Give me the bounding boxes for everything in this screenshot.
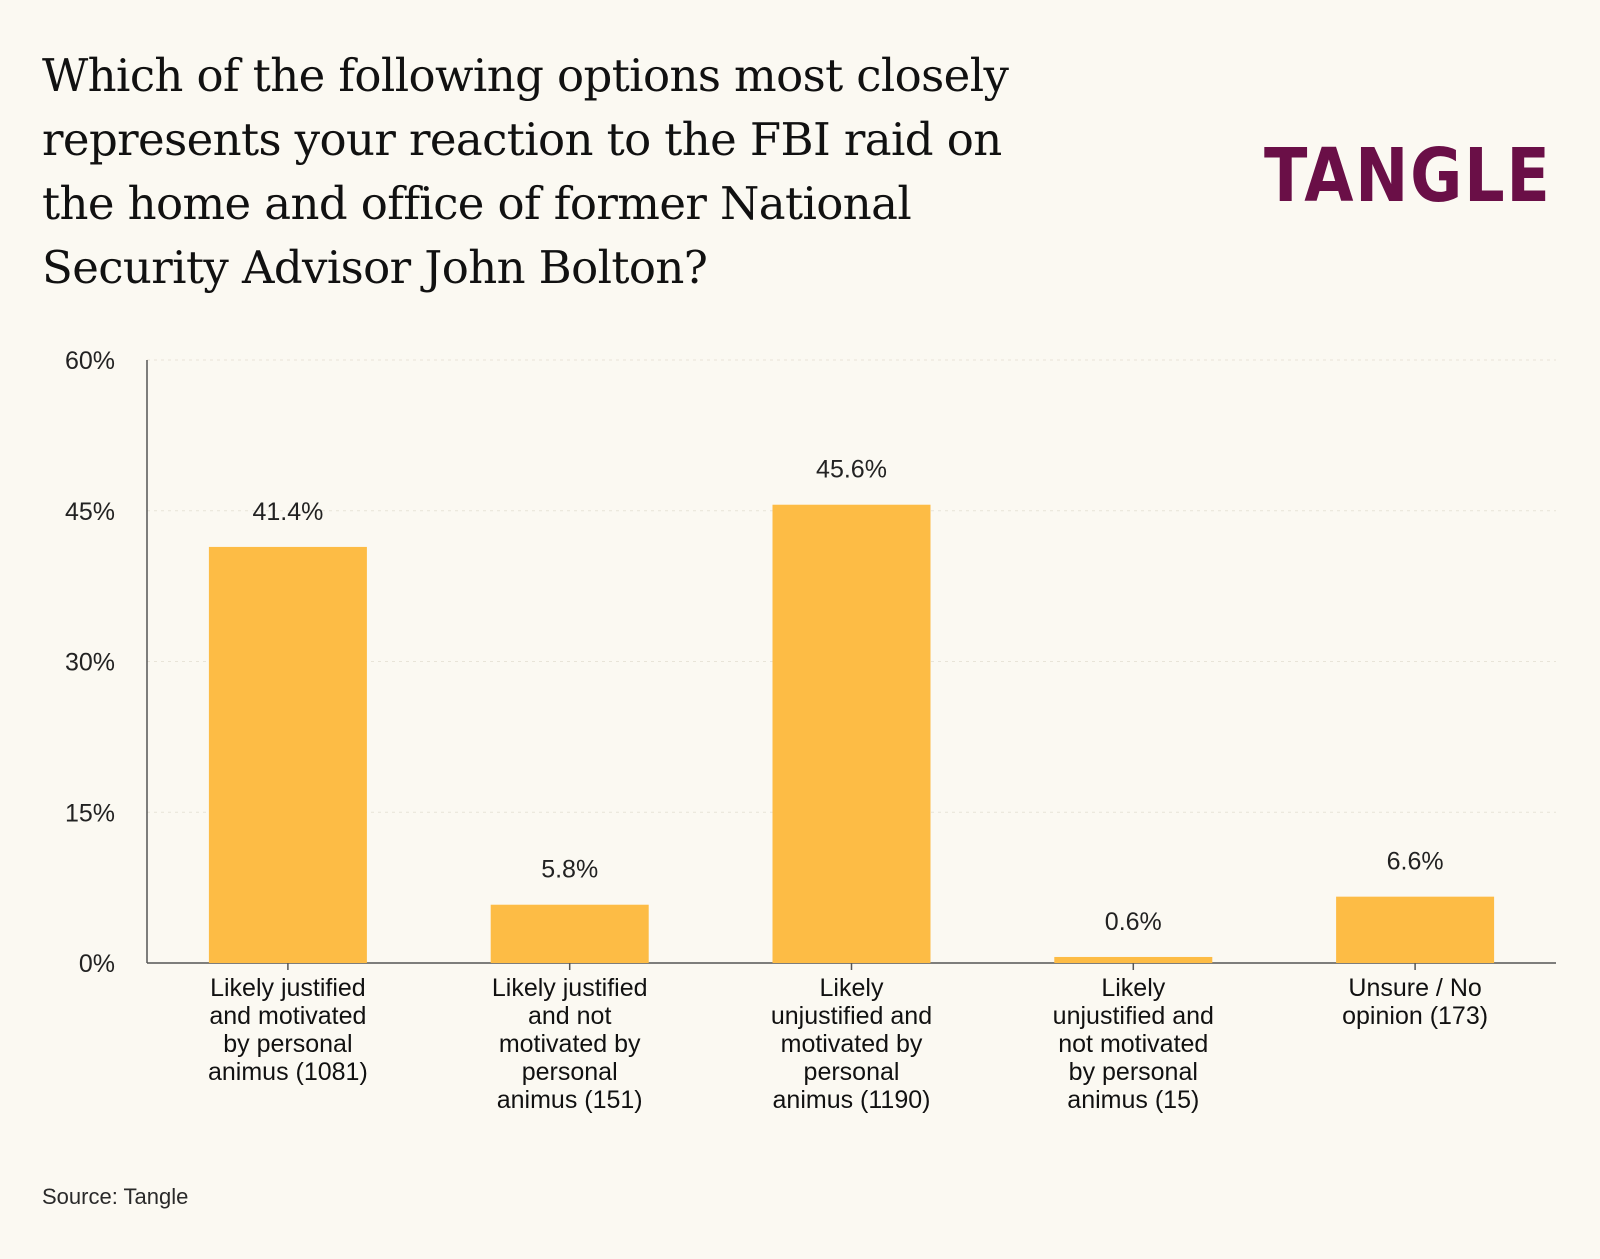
x-tick-label-line: animus (1081) [208,1058,368,1086]
x-tick-label-line: Likely [1101,974,1165,1002]
source-note: Source: Tangle [42,1184,189,1209]
bar [1336,896,1495,963]
x-tick-label: Likely justified and not motivated by perso… [492,974,648,1114]
x-tick-label-line: Likely justified [210,974,366,1002]
y-tick-label: 45% [65,498,115,526]
tangle-logo: TANGLE [1264,133,1552,219]
x-tick-label-line: personal [522,1058,618,1086]
bar-value-label: 0.6% [1105,908,1162,936]
x-tick-label-line: motivated by [499,1030,641,1058]
y-tick-label: 0% [79,950,115,978]
x-tick-label: Likely unjustified and motivated by persona… [771,974,932,1114]
x-tick-label-line: and motivated [209,1002,366,1030]
bar [208,546,367,963]
x-tick-label-line: by personal [223,1030,352,1058]
x-tick-label-line: personal [804,1058,900,1086]
x-tick-label: Likely unjustified and not motivated by per… [1053,974,1214,1114]
x-tick-label-line: opinion (173) [1342,1002,1488,1030]
bar-value-label: 45.6% [816,456,887,484]
chart-title: Which of the following options most clos… [42,49,1009,294]
x-tick-label-line: Likely [820,974,884,1002]
x-tick-label-line: Likely justified [492,974,648,1002]
x-tick-label: Likely justified and motivated by personal… [208,974,368,1086]
x-tick-label-line: motivated by [781,1030,923,1058]
x-tick-label-line: unjustified and [1053,1002,1214,1030]
x-tick-label-line: Unsure / No [1348,974,1481,1002]
x-tick-label-line: unjustified and [771,1002,932,1030]
x-tick-label-line: and not [528,1002,611,1030]
bar [1054,956,1213,963]
bar-value-label: 6.6% [1387,848,1444,876]
bar [490,904,649,963]
x-tick-label: Unsure / No opinion (173) [1342,974,1488,1030]
bar [772,504,931,963]
bar-value-label: 41.4% [252,498,323,526]
x-tick-label-line: by personal [1069,1058,1198,1086]
bar-value-label: 5.8% [541,856,598,884]
x-tick-label-line: not motivated [1058,1030,1208,1058]
y-tick-label: 30% [65,649,115,677]
x-tick-label-line: animus (15) [1067,1086,1199,1114]
x-tick-label-line: animus (151) [497,1086,643,1114]
y-tick-label: 60% [65,347,115,375]
y-tick-label: 15% [65,799,115,827]
x-tick-label-line: animus (1190) [773,1086,931,1114]
